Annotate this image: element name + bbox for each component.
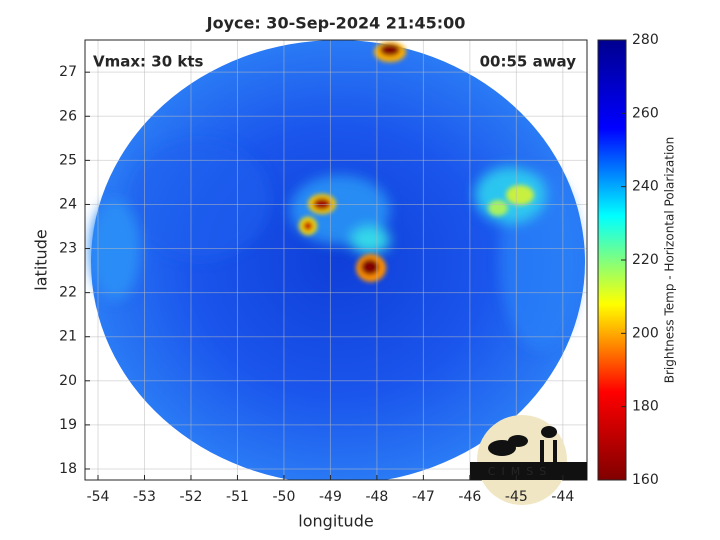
axes-box <box>84 39 588 481</box>
x-tick-label: -53 <box>133 489 156 505</box>
colorbar-tick-label: 260 <box>632 105 659 121</box>
x-tick-label: -45 <box>505 489 528 505</box>
y-tick-label: 24 <box>59 196 77 212</box>
annotation: 00:55 away <box>480 53 577 71</box>
colorbar-tick-label: 240 <box>632 179 659 195</box>
x-tick-label: -44 <box>551 489 574 505</box>
colorbar-tick-label: 200 <box>632 325 659 341</box>
x-tick-label: -52 <box>180 489 203 505</box>
y-tick-label: 23 <box>59 241 77 257</box>
y-tick-label: 25 <box>59 152 77 168</box>
x-tick-label: -54 <box>87 489 110 505</box>
x-tick-label: -49 <box>319 489 342 505</box>
brightness-field <box>90 40 585 480</box>
colorbar-tick-label: 180 <box>632 399 659 415</box>
y-tick-label: 20 <box>59 373 77 389</box>
colorbar-tick-label: 280 <box>632 32 659 48</box>
x-tick-label: -46 <box>458 489 481 505</box>
y-tick-label: 26 <box>59 108 77 124</box>
y-tick-label: 27 <box>59 64 77 80</box>
y-tick-label: 21 <box>59 329 77 345</box>
y-axis-label: latitude <box>32 229 51 290</box>
logo-text: CIMSS <box>488 465 552 478</box>
logo: CIMSS <box>470 415 587 505</box>
x-tick-label: -50 <box>273 489 296 505</box>
x-tick-label: -51 <box>226 489 249 505</box>
x-tick-label: -48 <box>365 489 388 505</box>
y-tick-label: 22 <box>59 285 77 301</box>
x-tick-label: -47 <box>412 489 435 505</box>
colorbar-tick-label: 160 <box>632 472 659 488</box>
colorbar-label: Brightness Temp - Horizontal Polarizatio… <box>663 137 677 384</box>
annotation: Vmax: 30 kts <box>93 53 203 71</box>
x-axis-label: longitude <box>298 512 373 531</box>
colorbar-tick-label: 220 <box>632 252 659 268</box>
y-tick-label: 19 <box>59 417 77 433</box>
chart-title: Joyce: 30-Sep-2024 21:45:00 <box>206 14 466 33</box>
y-tick-label: 18 <box>59 461 77 477</box>
